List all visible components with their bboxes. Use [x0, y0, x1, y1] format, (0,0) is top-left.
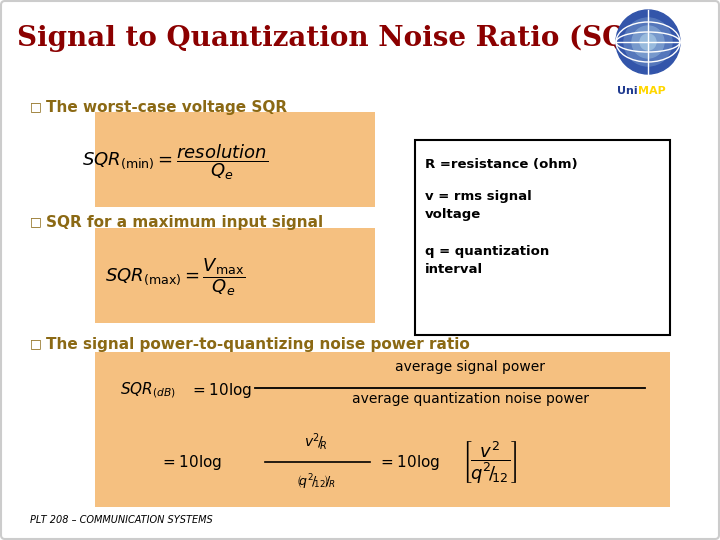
Circle shape [616, 10, 680, 74]
Bar [95, 228, 375, 323]
Text: MAP: MAP [638, 86, 666, 96]
Text: PLT 208 – COMMUNICATION SYSTEMS: PLT 208 – COMMUNICATION SYSTEMS [30, 515, 212, 525]
Text: □: □ [30, 337, 42, 350]
Text: The signal power-to-quantizing noise power ratio: The signal power-to-quantizing noise pow… [46, 337, 469, 352]
Circle shape [640, 34, 656, 50]
Text: Uni: Uni [617, 86, 638, 96]
Text: average quantization noise power: average quantization noise power [351, 392, 588, 406]
Bar [415, 140, 670, 335]
Text: Signal to Quantization Noise Ratio (SQR): Signal to Quantization Noise Ratio (SQR) [17, 24, 662, 52]
Text: ${\left(\!q^2\!/\!_{12}\!\right)}\!/\!_R$: ${\left(\!q^2\!/\!_{12}\!\right)}\!/\!_R… [296, 472, 336, 491]
Text: $= 10\log$: $= 10\log$ [160, 453, 222, 471]
Text: $SQR_{(\mathrm{max})} = \dfrac{V_{\mathrm{max}}}{Q_e}$: $SQR_{(\mathrm{max})} = \dfrac{V_{\mathr… [105, 256, 245, 298]
Bar [95, 352, 670, 507]
Text: $= 10\log$: $= 10\log$ [190, 381, 252, 400]
Text: R =resistance (ohm): R =resistance (ohm) [425, 158, 577, 171]
Circle shape [624, 18, 672, 66]
Text: v = rms signal: v = rms signal [425, 190, 532, 203]
Text: average signal power: average signal power [395, 360, 545, 374]
Text: SQR for a maximum input signal: SQR for a maximum input signal [46, 215, 323, 230]
Text: The worst-case voltage SQR: The worst-case voltage SQR [46, 100, 287, 115]
Text: q = quantization: q = quantization [425, 245, 549, 258]
Circle shape [632, 26, 664, 58]
Text: $= 10\log$: $= 10\log$ [378, 453, 440, 471]
Text: voltage: voltage [425, 208, 481, 221]
Text: □: □ [30, 215, 42, 228]
Text: $SQR_{(\mathrm{min})} = \dfrac{resolution}{Q_e}$: $SQR_{(\mathrm{min})} = \dfrac{resolutio… [82, 142, 268, 182]
Text: interval: interval [425, 263, 483, 276]
Text: $\left[\dfrac{v^2}{q^2\!/\!_{12}}\right]$: $\left[\dfrac{v^2}{q^2\!/\!_{12}}\right]… [462, 439, 518, 485]
Text: $SQR_{(dB)}$: $SQR_{(dB)}$ [120, 380, 176, 400]
Text: $v^2\!/\!_R$: $v^2\!/\!_R$ [304, 431, 328, 452]
Bar [95, 112, 375, 207]
Text: □: □ [30, 100, 42, 113]
